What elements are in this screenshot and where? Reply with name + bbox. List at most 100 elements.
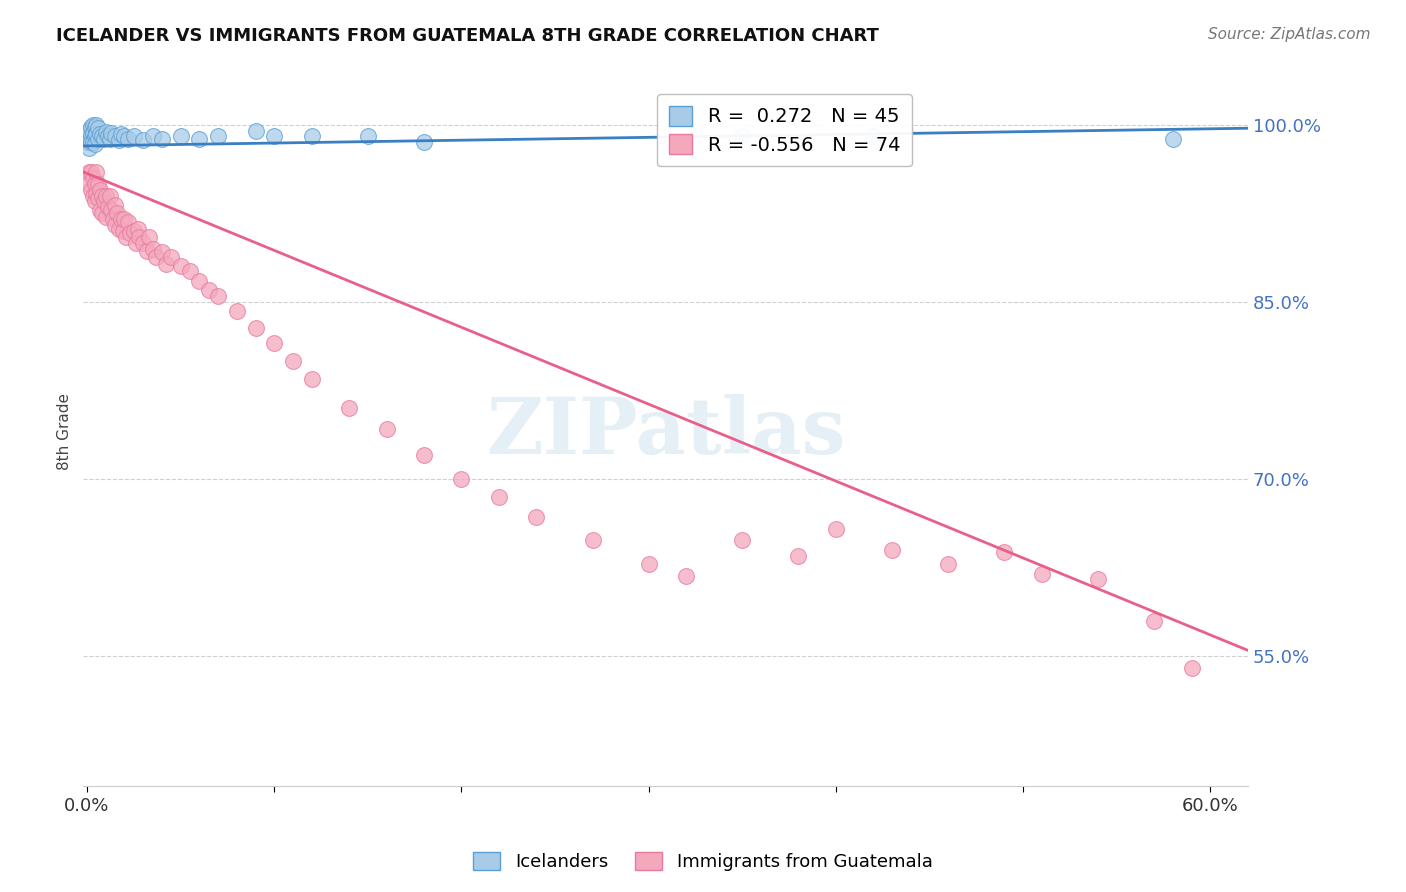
Point <box>132 133 155 147</box>
Point <box>80 183 103 197</box>
Point <box>188 132 211 146</box>
Point <box>301 371 323 385</box>
Point <box>488 490 510 504</box>
Point <box>77 123 100 137</box>
Point <box>104 198 127 212</box>
Point <box>150 132 173 146</box>
Point <box>825 522 848 536</box>
Point <box>524 509 547 524</box>
Point <box>207 289 229 303</box>
Point <box>117 214 139 228</box>
Point <box>450 472 472 486</box>
Point <box>83 194 105 209</box>
Point <box>122 129 145 144</box>
Point <box>76 136 98 150</box>
Point <box>413 449 436 463</box>
Point <box>80 129 103 144</box>
Point <box>122 224 145 238</box>
Point <box>100 202 122 217</box>
Point <box>87 132 110 146</box>
Point <box>103 212 125 227</box>
Point <box>98 132 121 146</box>
Point <box>87 121 110 136</box>
Point <box>98 188 121 202</box>
Text: ICELANDER VS IMMIGRANTS FROM GUATEMALA 8TH GRADE CORRELATION CHART: ICELANDER VS IMMIGRANTS FROM GUATEMALA 8… <box>56 27 879 45</box>
Point <box>86 118 108 132</box>
Point <box>83 136 105 151</box>
Point <box>993 545 1015 559</box>
Point <box>207 129 229 144</box>
Point <box>91 206 114 220</box>
Point <box>97 129 120 144</box>
Point <box>87 177 110 191</box>
Point <box>86 165 108 179</box>
Point <box>581 533 603 548</box>
Point <box>145 250 167 264</box>
Point <box>245 123 267 137</box>
Point <box>86 186 108 201</box>
Point <box>245 321 267 335</box>
Legend: R =  0.272   N = 45, R = -0.556   N = 74: R = 0.272 N = 45, R = -0.556 N = 74 <box>658 95 912 167</box>
Point <box>637 557 659 571</box>
Point <box>110 127 132 141</box>
Point <box>104 129 127 144</box>
Point <box>91 129 114 144</box>
Point <box>80 136 103 150</box>
Point <box>93 194 115 209</box>
Point <box>127 221 149 235</box>
Point <box>225 304 247 318</box>
Point <box>160 250 183 264</box>
Point <box>89 127 111 141</box>
Point <box>94 210 117 224</box>
Point <box>115 230 138 244</box>
Point <box>142 129 165 144</box>
Point <box>120 227 142 241</box>
Point <box>169 260 191 274</box>
Point <box>301 129 323 144</box>
Point <box>1031 566 1053 581</box>
Point <box>108 221 131 235</box>
Point <box>188 274 211 288</box>
Point <box>117 132 139 146</box>
Point <box>337 401 360 416</box>
Point <box>936 557 959 571</box>
Point <box>100 126 122 140</box>
Point <box>169 129 191 144</box>
Point <box>150 245 173 260</box>
Point <box>77 141 100 155</box>
Point <box>86 127 108 141</box>
Point <box>862 129 884 144</box>
Legend: Icelanders, Immigrants from Guatemala: Icelanders, Immigrants from Guatemala <box>467 845 939 879</box>
Point <box>731 533 754 548</box>
Point <box>89 183 111 197</box>
Text: ZIPatlas: ZIPatlas <box>485 393 845 470</box>
Point <box>80 165 103 179</box>
Point <box>82 118 104 132</box>
Point <box>76 129 98 144</box>
Point <box>93 132 115 146</box>
Point <box>77 165 100 179</box>
Point <box>263 129 285 144</box>
Point <box>114 129 136 144</box>
Point <box>82 188 104 202</box>
Point <box>155 257 177 271</box>
Point <box>1181 661 1204 675</box>
Point <box>87 191 110 205</box>
Point <box>1161 132 1184 146</box>
Point <box>108 133 131 147</box>
Point <box>111 224 134 238</box>
Point <box>882 542 904 557</box>
Point <box>787 549 810 563</box>
Point <box>132 235 155 250</box>
Point <box>83 177 105 191</box>
Y-axis label: 8th Grade: 8th Grade <box>58 393 72 470</box>
Point <box>91 188 114 202</box>
Point <box>80 120 103 134</box>
Point <box>104 218 127 232</box>
Point <box>413 136 436 150</box>
Point <box>263 336 285 351</box>
Point <box>731 129 754 144</box>
Point <box>82 126 104 140</box>
Point <box>110 212 132 227</box>
Point <box>97 200 120 214</box>
